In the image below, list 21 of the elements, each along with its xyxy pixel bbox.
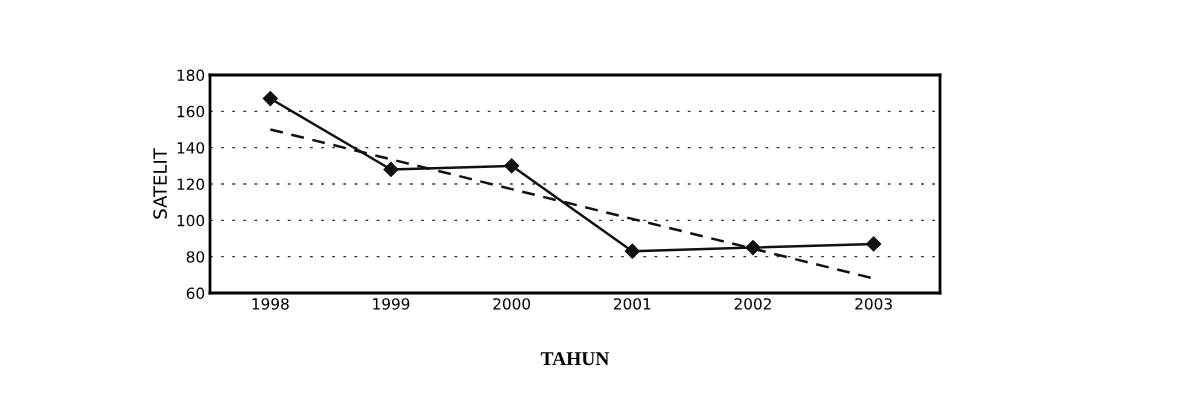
x-tick-label: 2001 xyxy=(613,298,651,310)
y-tick-label: 120 xyxy=(177,178,205,191)
x-axis-title: TAHUN xyxy=(540,352,610,366)
point xyxy=(504,158,520,174)
x-tick-label: 1999 xyxy=(373,298,410,310)
point xyxy=(866,236,882,252)
point xyxy=(745,240,761,256)
point xyxy=(262,91,278,107)
x-tick-label: 2000 xyxy=(493,298,531,310)
point xyxy=(383,161,399,178)
x-tick-label: 2003 xyxy=(855,298,892,310)
y-tick-label: 60 xyxy=(186,287,205,300)
y-tick-label: 180 xyxy=(177,69,205,82)
point xyxy=(624,243,640,259)
y-tick-label: 100 xyxy=(177,214,205,227)
x-tick-label: 1998 xyxy=(252,298,289,310)
y-tick-label: 160 xyxy=(177,105,205,118)
y-tick-label: 80 xyxy=(186,251,205,263)
y-tick-label: 140 xyxy=(177,142,205,154)
y-axis-title: SATELIT xyxy=(153,148,167,219)
x-tick-label: 2002 xyxy=(734,298,771,310)
